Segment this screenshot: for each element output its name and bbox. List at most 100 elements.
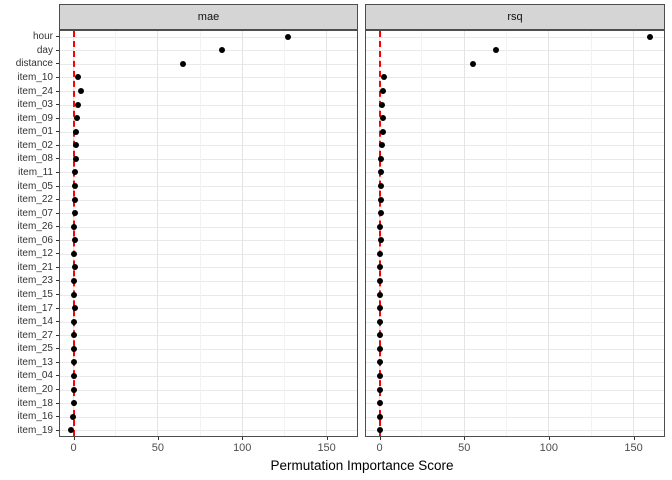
- gridline-vertical-major: [326, 31, 328, 436]
- data-point: [377, 291, 384, 298]
- zero-reference-line: [72, 31, 75, 436]
- data-point: [219, 47, 225, 54]
- gridline-vertical-major: [548, 31, 550, 436]
- facet-strip: rsq: [365, 4, 665, 30]
- gridline-vertical-major: [241, 31, 243, 436]
- y-axis-label: hour: [32, 31, 53, 43]
- facet-strip: mae: [59, 4, 358, 30]
- data-point: [377, 223, 384, 230]
- x-axis-tick: [464, 437, 466, 440]
- y-axis-tick: [56, 212, 59, 214]
- y-axis-label: item_10: [17, 71, 53, 83]
- gridline-horizontal: [366, 348, 664, 350]
- gridline-horizontal: [60, 253, 357, 255]
- gridline-horizontal: [60, 389, 357, 391]
- x-axis-tick-label: 100: [233, 442, 252, 454]
- data-point: [377, 359, 384, 366]
- data-point: [378, 155, 385, 162]
- data-point: [378, 183, 385, 190]
- gridline-horizontal: [60, 267, 357, 269]
- data-point: [377, 345, 384, 352]
- data-point: [72, 183, 79, 190]
- y-axis-tick: [56, 239, 59, 241]
- data-point: [75, 101, 82, 108]
- data-point: [71, 359, 78, 366]
- y-axis-tick: [56, 307, 59, 309]
- y-axis-label: item_23: [17, 275, 53, 287]
- x-axis-tick-label: 150: [624, 442, 643, 454]
- gridline-horizontal: [60, 321, 357, 323]
- data-point: [71, 237, 78, 244]
- x-axis-tick: [73, 437, 75, 440]
- y-axis-label: item_25: [17, 343, 53, 355]
- y-axis-label: item_09: [17, 112, 53, 124]
- data-point: [75, 74, 82, 81]
- data-point: [376, 400, 383, 407]
- y-axis-tick: [56, 334, 59, 336]
- y-axis-label: item_24: [17, 85, 53, 97]
- gridline-horizontal: [60, 416, 357, 418]
- y-axis-label: distance: [15, 58, 53, 70]
- gridline-horizontal: [366, 63, 664, 65]
- gridline-horizontal: [60, 131, 357, 133]
- gridline-horizontal: [60, 213, 357, 215]
- data-point: [69, 413, 76, 420]
- y-axis-tick: [56, 63, 59, 65]
- gridline-horizontal: [366, 335, 664, 337]
- data-point: [377, 332, 384, 339]
- y-axis-label: item_15: [17, 289, 53, 301]
- data-point: [71, 400, 77, 407]
- x-axis-tick: [157, 437, 159, 440]
- gridline-horizontal: [60, 375, 357, 377]
- gridline-horizontal: [366, 362, 664, 364]
- data-point: [70, 386, 77, 393]
- data-point: [376, 427, 383, 434]
- gridline-horizontal: [366, 416, 664, 418]
- gridline-horizontal: [366, 145, 664, 147]
- y-axis-tick: [56, 104, 59, 106]
- gridline-horizontal: [366, 240, 664, 242]
- gridline-horizontal: [366, 375, 664, 377]
- y-axis-label: item_02: [17, 139, 53, 151]
- y-axis-label: item_18: [17, 397, 53, 409]
- gridline-horizontal: [366, 50, 664, 52]
- gridline-horizontal: [366, 308, 664, 310]
- data-point: [68, 427, 75, 434]
- data-point: [71, 372, 77, 379]
- gridline-horizontal: [60, 403, 357, 405]
- data-point: [284, 33, 291, 40]
- y-axis-label: item_12: [17, 248, 53, 260]
- y-axis-tick: [56, 90, 59, 92]
- data-point: [377, 196, 384, 203]
- gridline-horizontal: [366, 158, 664, 160]
- data-point: [71, 196, 78, 203]
- y-axis-label: item_19: [17, 424, 53, 436]
- y-axis-label: item_21: [17, 261, 53, 273]
- y-axis-label: item_04: [17, 370, 53, 382]
- y-axis-tick: [56, 375, 59, 377]
- y-axis-label: item_16: [17, 411, 53, 423]
- facet-strip-label: rsq: [507, 11, 523, 23]
- y-axis-tick: [56, 199, 59, 201]
- gridline-vertical-minor: [199, 31, 201, 436]
- data-point: [71, 291, 78, 298]
- y-axis-label: item_26: [17, 221, 53, 233]
- data-point: [71, 332, 78, 339]
- data-point: [377, 305, 384, 312]
- data-point: [377, 277, 384, 284]
- data-point: [377, 264, 384, 271]
- y-axis-label: item_07: [17, 207, 53, 219]
- gridline-horizontal: [366, 321, 664, 323]
- gridline-horizontal: [366, 118, 664, 120]
- y-axis-label: item_05: [17, 180, 53, 192]
- data-point: [377, 210, 384, 217]
- gridline-horizontal: [60, 77, 357, 79]
- gridline-horizontal: [60, 145, 357, 147]
- y-axis-label: item_22: [17, 194, 53, 206]
- y-axis-tick: [56, 266, 59, 268]
- y-axis-tick: [56, 117, 59, 119]
- x-axis-tick: [379, 437, 381, 440]
- y-axis-tick: [56, 131, 59, 133]
- y-axis-tick: [56, 253, 59, 255]
